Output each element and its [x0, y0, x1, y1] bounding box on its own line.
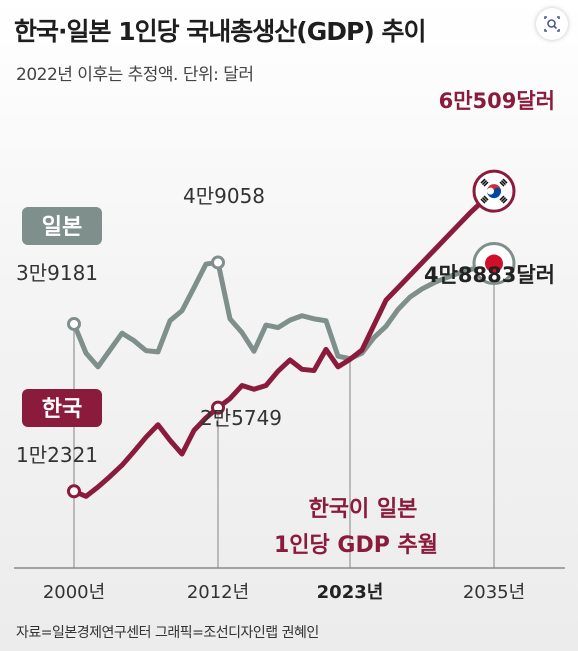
- x-tick-label-2000: 2000년: [43, 582, 105, 603]
- korea-start-label: 1만2321: [16, 443, 98, 467]
- x-tick-label-2012: 2012년: [187, 582, 249, 603]
- x-tick-label-2035: 2035년: [463, 582, 525, 603]
- korea-legend-badge: 한국: [22, 389, 102, 427]
- japan-legend-badge: 일본: [22, 207, 102, 245]
- korea-start-point: [67, 484, 81, 499]
- chart-title: 한국·일본 1인당 국내총생산(GDP) 추이: [14, 17, 426, 46]
- japan-end-label: 4만8883달러: [424, 263, 555, 287]
- korea-2012-point: [211, 400, 225, 415]
- japan-peak-label: 4만9058: [183, 184, 265, 208]
- japan-legend-label: 일본: [42, 215, 82, 240]
- korea-2012-label: 2만5749: [200, 406, 282, 430]
- visual-search-button[interactable]: [536, 8, 568, 40]
- crossover-annotation-line1: 한국이 일본: [309, 497, 418, 522]
- korea-flag-icon: [472, 169, 516, 213]
- japan-series-line: [71, 259, 497, 370]
- chart-subtitle: 2022년 이후는 추정액. 단위: 달러: [16, 65, 254, 85]
- korea-series-line: [71, 188, 497, 499]
- crossover-annotation-line2: 1인당 GDP 추월: [274, 533, 438, 558]
- visual-search-icon: [544, 16, 560, 32]
- japan-start-point: [67, 316, 81, 331]
- japan-flag-icon: [472, 242, 516, 286]
- japan-start-label: 3만9181: [16, 261, 98, 285]
- x-tick-label-2023: 2023년: [317, 582, 384, 603]
- japan-peak-point: [211, 255, 225, 270]
- source-credit: 자료=일본경제연구센터 그래픽=조선디자인랩 권혜인: [16, 625, 319, 641]
- korea-end-label: 6만509달러: [439, 89, 555, 113]
- korea-legend-label: 한국: [42, 397, 82, 422]
